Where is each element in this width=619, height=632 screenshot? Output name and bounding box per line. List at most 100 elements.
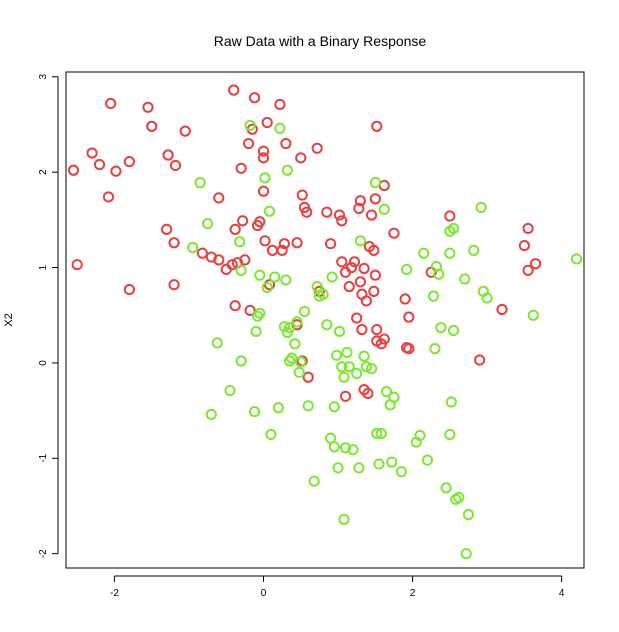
data-point [570,253,583,265]
data-point [67,164,80,176]
data-point [414,429,426,442]
data-point [296,189,308,201]
y-tick-label: 3 [38,74,49,80]
data-point [399,293,411,305]
data-point [295,152,307,164]
data-point [259,172,271,184]
data-point [371,427,383,440]
data-point [354,235,367,247]
data-point [228,84,240,96]
data-point [369,177,381,189]
data-point [234,236,246,248]
data-point [445,396,457,408]
data-point [343,281,355,293]
data-point [86,147,98,159]
data-point [522,222,534,235]
data-point [338,513,350,525]
data-point [358,262,370,275]
y-axis-label: X2 [3,313,15,326]
data-point [351,367,363,380]
data-point [263,205,276,217]
data-point [205,408,217,421]
data-point [302,371,314,383]
data-point [496,303,508,316]
data-point [301,206,313,218]
x-tick-label: 4 [559,588,565,599]
data-point [354,195,367,207]
data-point [237,215,249,227]
data-point [239,254,251,266]
data-point [251,310,264,322]
data-point [298,305,311,318]
data-point [354,276,367,288]
y-tick-label: -1 [38,453,49,462]
data-point [254,269,266,281]
data-point [321,319,333,331]
x-tick-label: 0 [261,588,267,599]
data-point [429,343,441,355]
data-point [161,223,173,235]
data-point [332,462,344,474]
data-point [248,405,261,418]
data-point [386,456,398,468]
data-point [211,337,223,349]
data-point [187,241,199,254]
data-point [142,101,154,113]
data-point [146,120,158,132]
data-point [338,371,350,383]
data-point [254,216,266,228]
data-point [459,273,471,285]
data-point [368,285,380,297]
data-point [518,240,530,252]
data-point [388,227,400,239]
data-point [235,162,247,174]
data-point [280,137,292,150]
data-point [474,354,486,366]
data-point [326,271,338,283]
data-point [365,209,378,221]
data-point [360,361,372,373]
data-point [356,323,368,336]
data-point [365,363,378,375]
data-point [341,346,353,359]
y-tick-label: 0 [38,360,49,366]
data-point [213,254,225,266]
data-point [272,402,285,414]
data-point [269,271,281,283]
data-point [254,307,266,319]
data-point [194,177,206,189]
data-point [444,210,456,222]
data-point [362,387,374,400]
data-point [259,235,271,247]
data-point [328,441,340,453]
data-point [324,238,337,250]
data-point [244,304,256,317]
plot-frame [65,71,585,569]
data-point [353,462,365,474]
data-point [353,202,365,214]
data-point [348,256,361,268]
data-point [257,152,270,164]
data-point [529,258,542,270]
data-point [235,355,247,367]
data-point [368,244,380,256]
data-point [435,322,447,334]
data-point [444,428,456,441]
data-point [328,401,340,413]
data-point [369,269,381,281]
data-point [444,247,456,259]
x-tick-label: 2 [410,588,416,599]
y-axis: -2 -1 0 1 2 3 [38,74,59,558]
data-point [336,256,348,268]
data-point [378,179,390,192]
data-point [462,508,475,521]
data-point [339,390,352,402]
data-point [274,122,286,134]
data-point [339,442,352,454]
data-point [289,338,301,350]
data-point [110,165,122,177]
y-tick-label: -2 [38,549,49,558]
data-point [321,206,333,218]
data-point [244,119,256,132]
